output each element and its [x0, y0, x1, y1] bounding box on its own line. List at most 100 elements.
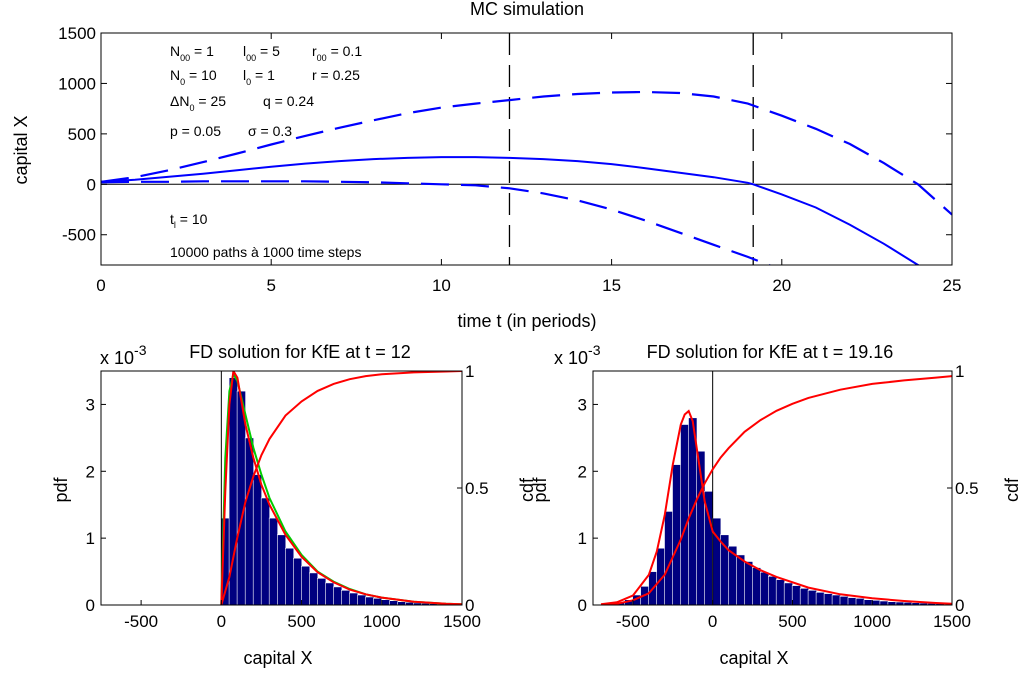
top-ytick-label: 1500	[58, 24, 96, 43]
bl-hist-bar	[349, 592, 359, 605]
br-y2tick-label: 0	[955, 596, 964, 615]
bl-xtick-label: -500	[124, 612, 158, 631]
bl-hist-bar	[268, 517, 279, 605]
br-xtick-label: 500	[778, 612, 806, 631]
br-hist-bar	[680, 424, 690, 605]
bl-ytick-label: 0	[86, 596, 95, 615]
br-hist-bar	[831, 594, 841, 605]
bl-ytick-label: 1	[86, 529, 95, 548]
bl-xtick-label: 500	[287, 612, 315, 631]
bl-hist-bar	[333, 586, 343, 605]
top-ylabel: capital X	[11, 115, 31, 184]
br-hist-bar	[735, 554, 746, 605]
br-hist-bar	[775, 579, 786, 605]
top-xtick-label: 15	[602, 276, 621, 295]
br-hist-bar	[672, 464, 682, 605]
br-hist-bar	[759, 571, 770, 605]
bl-y2tick-label: 0.5	[465, 479, 489, 498]
bl-hist-bar	[300, 565, 311, 605]
bl-y2tick-label: 0	[465, 596, 474, 615]
br-hist-bar	[791, 585, 802, 605]
br-xlabel: capital X	[719, 648, 788, 668]
bl-content	[220, 371, 462, 605]
top-title: MC simulation	[470, 0, 584, 19]
top-plot-area: 0 5 10 15 20 25 -500 0 500 1000 1500	[58, 24, 961, 295]
kfe-t1916-panel: x 10-3 FD solution for KfE at t = 19.16 …	[530, 342, 1022, 668]
bl-xtick-label: 1500	[443, 612, 481, 631]
br-hist-bar	[839, 595, 849, 605]
bl-hist-bar	[308, 572, 319, 605]
bl-y2tick-label: 1	[465, 362, 474, 381]
bl-hist-bar	[325, 582, 335, 605]
br-content	[600, 371, 952, 605]
top-xtick-label: 5	[266, 276, 275, 295]
bl-hist-bar	[381, 599, 391, 605]
br-hist-bar	[799, 587, 810, 605]
bl-xlabel: capital X	[243, 648, 312, 668]
br-hist-bar	[767, 575, 778, 605]
br-hist-bar	[751, 567, 762, 605]
paths-note: 10000 paths à 1000 time steps	[170, 244, 361, 260]
top-series-group	[101, 33, 952, 265]
parameter-annotations: N00 = 1 l00 = 5 r00 = 0.1 N0 = 10 l0 = 1 r = …	[170, 43, 362, 139]
path-series-1	[101, 90, 952, 216]
br-xtick-label: 1000	[853, 612, 891, 631]
br-hist-bar	[863, 599, 873, 605]
bl-title: FD solution for KfE at t = 12	[189, 342, 411, 362]
param-3-0: p = 0.05	[170, 123, 221, 139]
top-xlabel: time t (in periods)	[457, 311, 596, 331]
br-ytick-label: 0	[578, 596, 587, 615]
tl-annotation: tl = 10	[170, 211, 208, 230]
bl-y2label: cdf	[517, 477, 537, 502]
bl-pdf-red-line	[220, 371, 462, 605]
br-hist-bar	[815, 591, 825, 605]
param-1-0: N0 = 10	[170, 67, 217, 87]
bl-hist-bar	[389, 600, 399, 605]
bl-ytick-label: 3	[86, 395, 95, 414]
bl-hist-bar	[276, 534, 287, 605]
bl-hist-bar	[252, 474, 262, 605]
param-0-2: r00 = 0.1	[312, 43, 362, 63]
param-2-1: q = 0.24	[263, 93, 314, 109]
br-axes-box	[592, 370, 953, 606]
path-series-0	[101, 156, 920, 265]
br-y2label: cdf	[1002, 477, 1022, 502]
bl-xtick-label: 1000	[363, 612, 401, 631]
bl-ylabel: pdf	[51, 476, 71, 502]
bl-hist-bar	[365, 596, 375, 605]
param-0-0: N00 = 1	[170, 43, 214, 63]
top-ytick-label: 1000	[58, 74, 96, 93]
mc-simulation-panel: MC simulation 0 5 10 15 20 25 -500 0 500 1000 1500…	[11, 0, 961, 331]
bl-hist-bar	[284, 547, 295, 605]
br-hist-bar	[855, 597, 865, 605]
path-series-2	[101, 180, 772, 265]
bl-hist-bar	[357, 594, 367, 605]
bl-hist-bar	[244, 437, 254, 605]
br-y2tick-label: 0.5	[955, 479, 979, 498]
br-xtick-label: 1500	[933, 612, 971, 631]
param-2-0: ΔN0 = 25	[170, 93, 226, 113]
br-pdf-red-line	[600, 409, 952, 605]
bl-cdf-line	[220, 371, 462, 605]
bl-hist-bar	[341, 589, 351, 605]
top-xtick-label: 0	[96, 276, 105, 295]
br-ylabel: pdf	[530, 476, 550, 502]
br-hist-bar	[879, 600, 889, 605]
br-hist-bar	[847, 597, 857, 605]
kfe-t12-panel: x 10-3 FD solution for KfE at t = 12 -50…	[51, 342, 537, 668]
br-cdf-line	[600, 375, 952, 605]
bl-ytick-label: 2	[86, 462, 95, 481]
top-ytick-label: -500	[62, 226, 96, 245]
br-title: FD solution for KfE at t = 19.16	[647, 342, 894, 362]
top-ytick-label: 500	[68, 125, 96, 144]
br-ytick-label: 3	[578, 395, 587, 414]
top-xtick-label: 10	[432, 276, 451, 295]
br-hist-bar	[871, 599, 881, 605]
br-exponent: x 10-3	[554, 342, 601, 368]
bl-hist-bar	[292, 557, 303, 605]
param-3-1: σ = 0.3	[248, 123, 292, 139]
br-hist-bar	[807, 589, 817, 605]
